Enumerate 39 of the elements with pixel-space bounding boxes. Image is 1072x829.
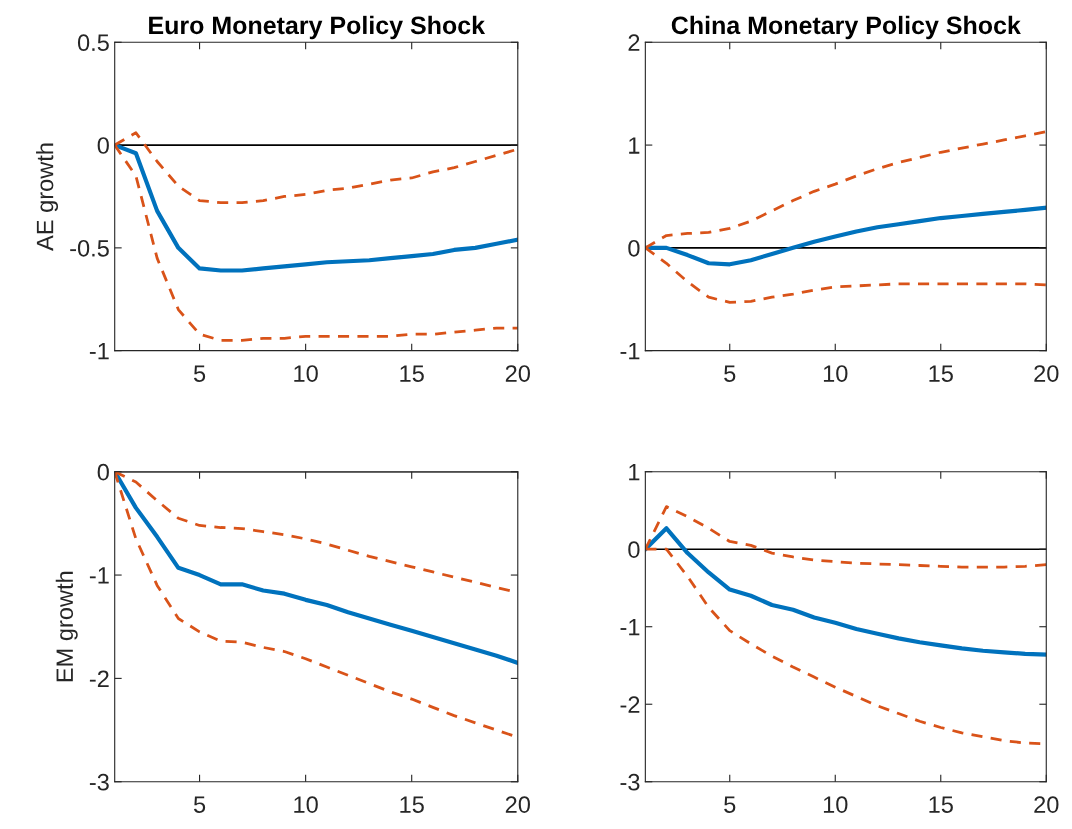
y-tick-label: -1	[620, 342, 640, 360]
x-tick-label: 15	[400, 796, 424, 813]
y-tick-label: -3	[89, 773, 109, 791]
x-tick-label: 20	[1034, 365, 1059, 382]
y-tick-label: -1	[89, 567, 109, 584]
x-tick-label: 5	[193, 796, 206, 813]
y-tick-label: 1	[629, 137, 640, 154]
line-series	[114, 142, 518, 273]
y-tick-label: -0.5	[70, 239, 109, 257]
line-series	[645, 526, 1047, 657]
x-tick-label: 20	[505, 796, 530, 813]
y-tick-label: -2	[620, 696, 640, 713]
y-tick-label: 0	[97, 463, 109, 481]
y-axis-title: AE growth	[36, 143, 59, 251]
x-tick-label: 10	[823, 365, 848, 382]
x-tick-label: 10	[294, 796, 318, 813]
x-tick-label: 10	[823, 796, 848, 813]
y-tick-label: -1	[89, 342, 109, 360]
y-axis-title: EM growth	[55, 571, 78, 682]
y-tick-label: 1	[629, 464, 640, 481]
x-tick-label: 5	[193, 365, 206, 382]
y-tick-label: 2	[628, 34, 640, 51]
chart-title: Euro Monetary Policy Shock	[149, 15, 486, 40]
y-tick-label: -3	[620, 773, 640, 791]
x-tick-label: 5	[724, 796, 736, 813]
y-tick-label: -1	[620, 619, 640, 636]
y-tick-label: 0	[628, 541, 640, 558]
x-tick-label: 15	[929, 365, 953, 382]
x-tick-label: 15	[400, 365, 424, 382]
x-tick-label: 15	[929, 796, 953, 813]
x-tick-label: 10	[294, 365, 318, 382]
y-tick-label: 0.5	[77, 34, 109, 52]
y-tick-label: -2	[89, 670, 109, 687]
x-tick-label: 20	[1034, 796, 1059, 813]
y-tick-label: 0	[97, 137, 109, 154]
x-tick-label: 20	[505, 365, 530, 382]
y-tick-label: 0	[628, 239, 640, 257]
x-tick-label: 5	[724, 365, 736, 382]
chart-title: China Monetary Policy Shock	[671, 15, 1021, 40]
